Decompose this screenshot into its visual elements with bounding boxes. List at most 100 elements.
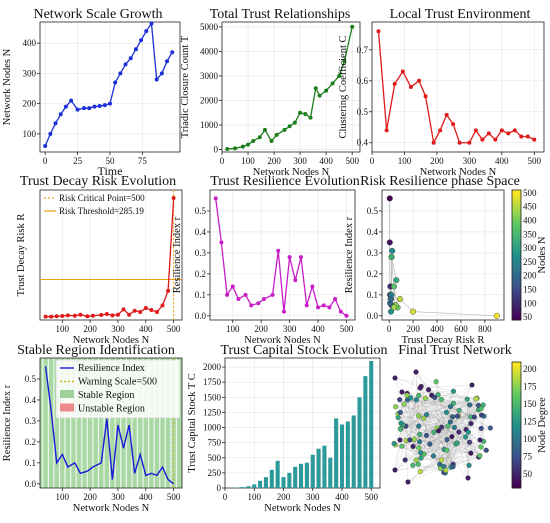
- colorbar-segment: [512, 200, 521, 204]
- colorbar-tick-label: 50: [523, 312, 533, 322]
- y-tick-label: 1750: [203, 377, 222, 387]
- data-point: [271, 293, 275, 297]
- network-node: [467, 463, 472, 468]
- colorbar-segment: [512, 288, 521, 292]
- colorbar-segment: [512, 403, 521, 407]
- data-point: [66, 313, 70, 317]
- data-point: [225, 147, 229, 151]
- x-axis-label: Network Nodes N: [264, 503, 341, 514]
- x-tick-label: 200: [83, 492, 97, 502]
- colorbar-segment: [512, 223, 521, 227]
- data-point: [493, 138, 497, 142]
- data-point: [350, 25, 354, 29]
- network-node: [398, 410, 403, 415]
- y-tick-label: 0.0: [195, 311, 207, 321]
- scatter-point: [389, 292, 395, 298]
- data-point: [467, 141, 471, 145]
- colorbar-label: Node Degree: [537, 397, 548, 453]
- data-point: [241, 145, 245, 149]
- chart-title: Total Trust Relationships: [210, 7, 351, 22]
- data-point: [55, 314, 59, 318]
- y-tick-label: 0.2: [367, 269, 378, 279]
- colorbar-segment: [512, 258, 521, 262]
- colorbar-segment: [512, 245, 521, 249]
- network-node: [474, 397, 479, 402]
- scatter-point: [389, 254, 395, 260]
- data-point: [288, 255, 292, 259]
- data-point: [500, 128, 504, 132]
- colorbar-segment: [512, 219, 521, 223]
- bar: [264, 477, 268, 488]
- colorbar-tick-label: 450: [523, 202, 537, 212]
- colorbar-tick-label: 175: [523, 382, 537, 392]
- y-axis-label: Resilience Index r: [2, 384, 13, 461]
- colorbar-segment: [512, 375, 521, 379]
- colorbar-segment: [512, 294, 521, 298]
- data-point: [324, 89, 328, 93]
- network-node: [402, 402, 407, 407]
- data-point: [293, 121, 297, 125]
- p2-series: [225, 25, 354, 151]
- chart-title: Trust Capital Stock Evolution: [220, 343, 387, 358]
- network-node: [416, 445, 421, 450]
- data-point: [244, 293, 248, 297]
- data-point: [451, 122, 455, 126]
- data-point: [144, 29, 148, 33]
- phase-trajectory: [390, 198, 497, 315]
- network-node: [408, 396, 413, 401]
- colorbar-tick-label: 200: [523, 364, 537, 374]
- data-point: [445, 113, 449, 117]
- network-node: [400, 444, 405, 449]
- colorbar-segment: [512, 368, 521, 372]
- data-point: [432, 141, 436, 145]
- data-point: [172, 196, 176, 200]
- network-node: [456, 430, 461, 435]
- y-tick-label: 0.3: [367, 248, 379, 258]
- colorbar-segment: [512, 390, 521, 394]
- legend-label: Resilience Index: [78, 363, 145, 374]
- x-tick-label: 0: [220, 156, 225, 166]
- network-node: [423, 396, 428, 401]
- data-point: [298, 111, 302, 115]
- y-tick-label: 750: [208, 438, 222, 448]
- colorbar-tick-label: 75: [523, 452, 533, 462]
- scatter-point: [391, 284, 397, 290]
- colorbar-segment: [512, 457, 521, 461]
- colorbar-tick-label: 100: [523, 298, 537, 308]
- y-axis-label: Triadic Closure Count T: [180, 35, 191, 138]
- colorbar-segment: [512, 434, 521, 438]
- data-point: [339, 310, 343, 314]
- y-tick-label: 0.3: [25, 416, 37, 426]
- colorbar-segment: [512, 255, 521, 259]
- data-point: [236, 297, 240, 301]
- data-point: [73, 314, 77, 318]
- colorbar-segment: [512, 412, 521, 416]
- x-tick-label: 600: [454, 324, 468, 334]
- data-point: [91, 314, 95, 318]
- x-tick-label: 0: [223, 492, 228, 502]
- network-node: [417, 439, 422, 444]
- y-tick-label: 250: [208, 468, 222, 478]
- y-tick-label: 0.6: [357, 76, 369, 86]
- data-point: [249, 303, 253, 307]
- x-tick-label: 100: [241, 156, 255, 166]
- data-point: [282, 128, 286, 132]
- legend-swatch: [60, 404, 74, 412]
- network-node: [467, 402, 472, 407]
- series-line: [378, 31, 534, 142]
- colorbar-segment: [512, 425, 521, 429]
- data-point: [333, 297, 337, 301]
- x-tick-label: 300: [111, 492, 125, 502]
- colorbar-segment: [512, 441, 521, 445]
- x-tick-label: 200: [430, 156, 444, 166]
- network-node: [418, 450, 423, 455]
- colorbar-segment: [512, 275, 521, 279]
- bar: [352, 415, 356, 488]
- scatter-point: [387, 196, 393, 202]
- data-point: [263, 128, 267, 132]
- network-node: [450, 414, 455, 419]
- bar: [311, 455, 315, 488]
